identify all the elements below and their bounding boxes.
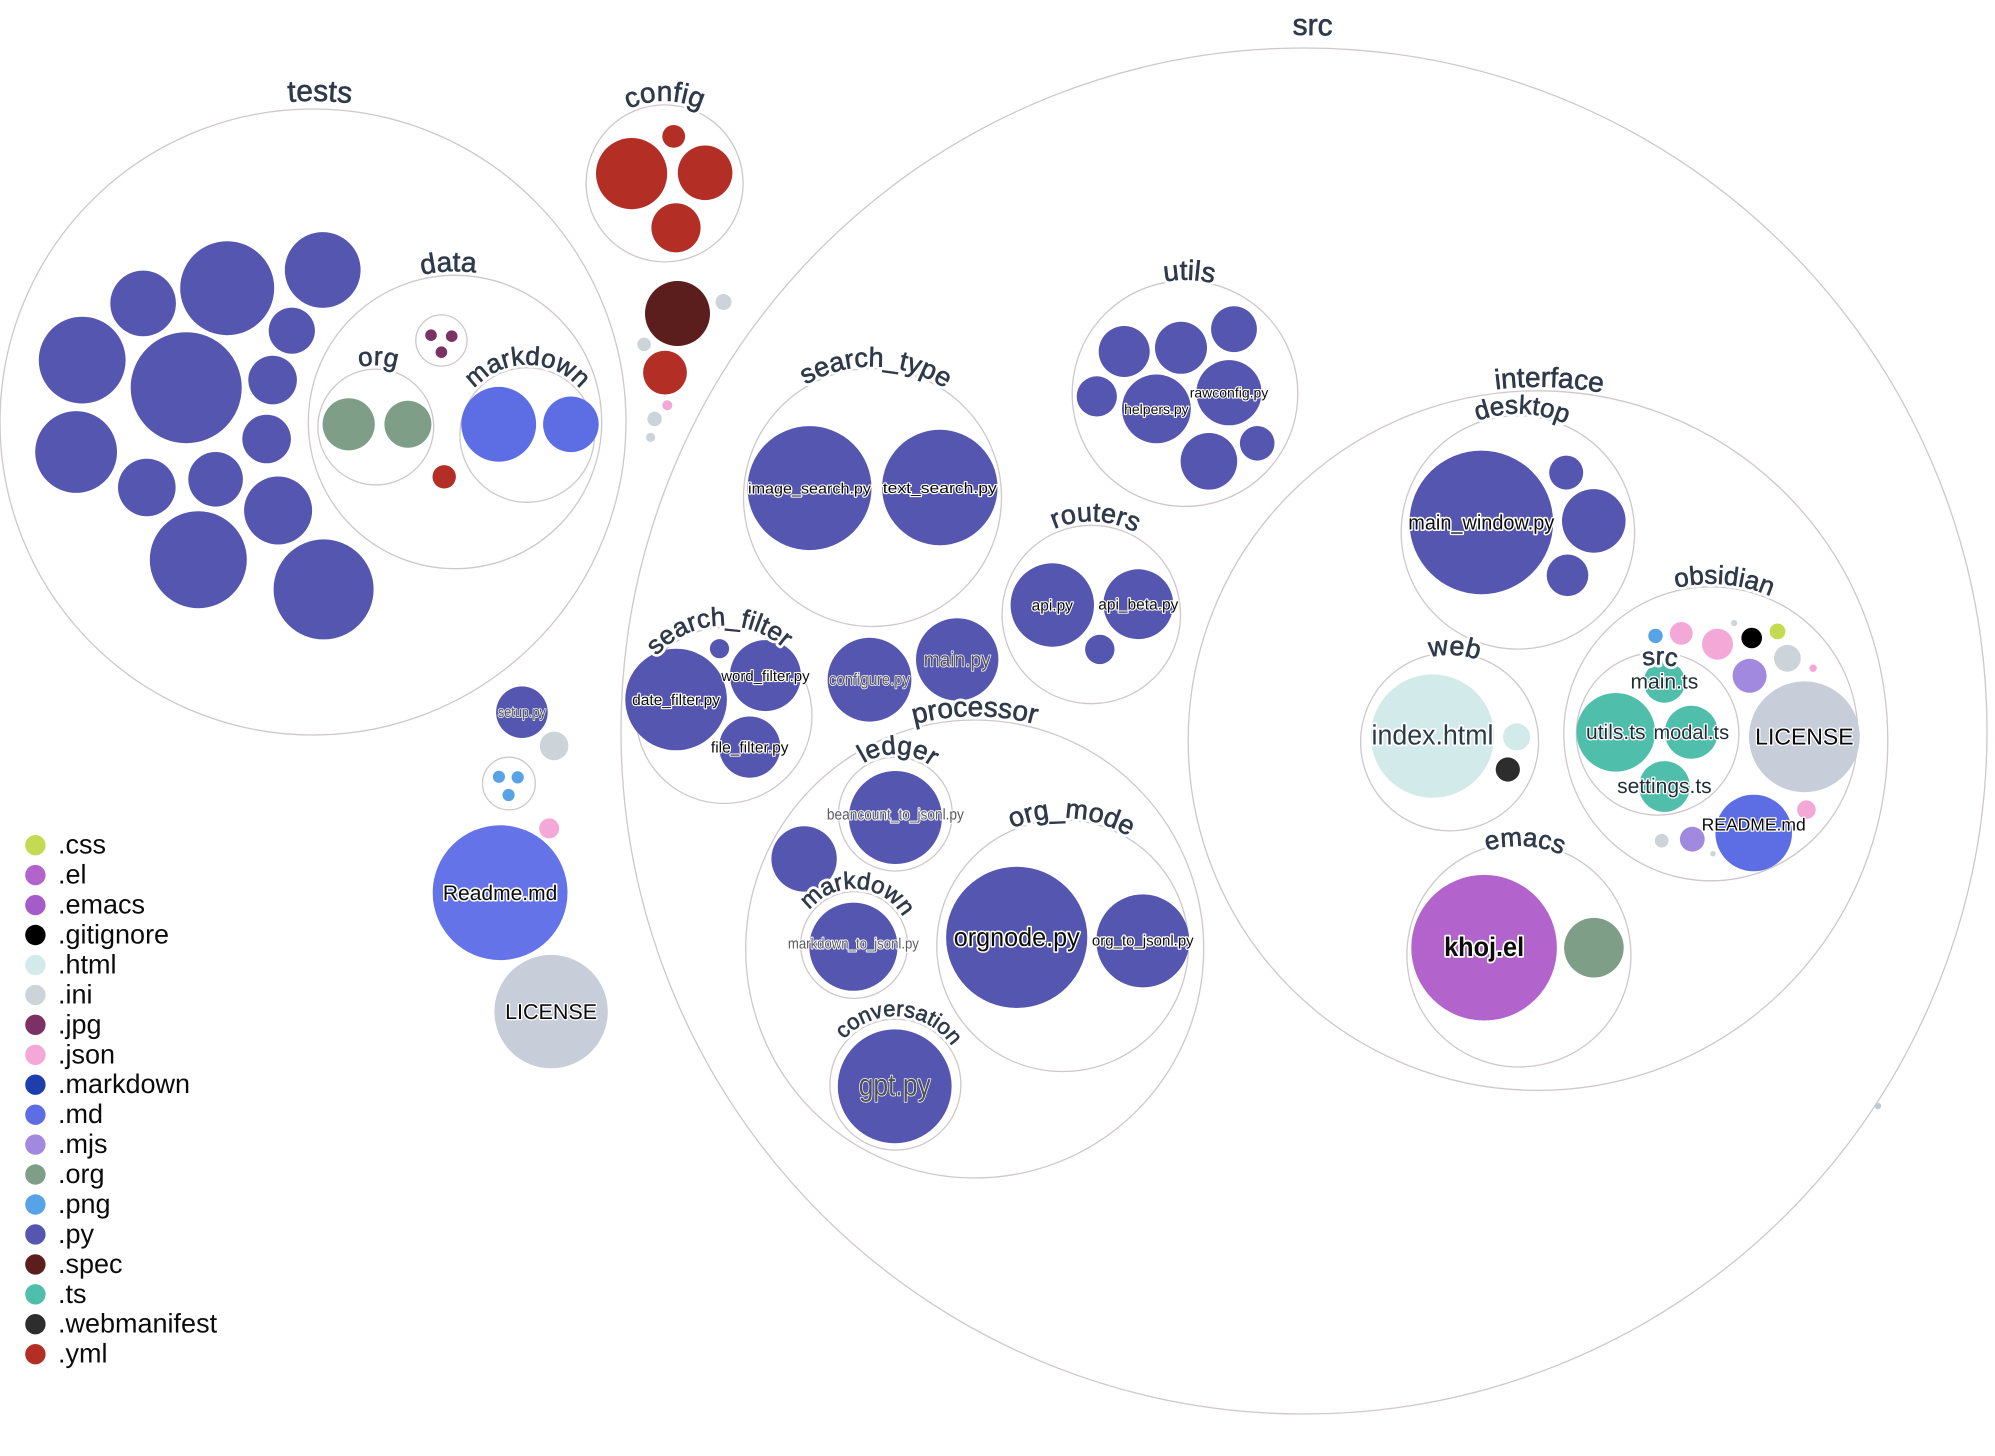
svg-text:data: data xyxy=(417,246,478,281)
svg-text:rawconfig.py: rawconfig.py xyxy=(1190,385,1269,401)
svg-text:modal.ts: modal.ts xyxy=(1654,722,1730,744)
svg-text:configure.py: configure.py xyxy=(829,670,910,689)
svg-text:utils: utils xyxy=(1161,255,1218,289)
svg-text:helpers.py: helpers.py xyxy=(1124,401,1189,417)
svg-text:Readme.md: Readme.md xyxy=(443,882,557,905)
svg-text:.jpg: .jpg xyxy=(58,1009,102,1039)
svg-text:setup.py: setup.py xyxy=(498,704,546,721)
svg-text:.png: .png xyxy=(58,1189,111,1219)
svg-text:src: src xyxy=(1640,642,1680,672)
svg-text:src: src xyxy=(1640,642,1680,672)
svg-text:org: org xyxy=(356,341,402,374)
svg-text:image_search.py: image_search.py xyxy=(748,481,872,498)
svg-text:.el: .el xyxy=(58,860,87,890)
svg-text:.webmanifest: .webmanifest xyxy=(58,1309,218,1339)
svg-text:utils.ts: utils.ts xyxy=(1586,721,1646,744)
svg-text:.json: .json xyxy=(58,1039,115,1069)
svg-text:web: web xyxy=(1426,630,1485,665)
svg-text:LICENSE: LICENSE xyxy=(1755,723,1853,749)
svg-text:beancount_to_jsonl.py: beancount_to_jsonl.py xyxy=(827,807,964,824)
svg-text:.ini: .ini xyxy=(58,979,93,1009)
svg-text:.spec: .spec xyxy=(58,1249,123,1279)
svg-text:api_beta.py: api_beta.py xyxy=(1098,597,1178,614)
svg-text:README.md: README.md xyxy=(1702,815,1806,835)
svg-text:org_to_jsonl.py: org_to_jsonl.py xyxy=(1092,933,1194,950)
svg-text:.py: .py xyxy=(58,1219,95,1249)
svg-text:.emacs: .emacs xyxy=(58,890,145,920)
svg-text:index.html: index.html xyxy=(1372,720,1494,751)
svg-text:main_window.py: main_window.py xyxy=(1408,512,1554,535)
svg-text:.yml: .yml xyxy=(58,1339,108,1369)
svg-text:file_filter.py: file_filter.py xyxy=(711,739,789,756)
svg-text:src: src xyxy=(1292,9,1333,43)
svg-text:gpt.py: gpt.py xyxy=(859,1067,931,1102)
svg-text:.gitignore: .gitignore xyxy=(58,920,169,950)
svg-text:text_search.py: text_search.py xyxy=(883,480,998,497)
svg-text:.mjs: .mjs xyxy=(58,1129,108,1159)
svg-text:date_filter.py: date_filter.py xyxy=(632,692,720,709)
svg-text:src: src xyxy=(1292,9,1333,43)
svg-text:data: data xyxy=(417,246,478,281)
svg-text:.md: .md xyxy=(58,1099,103,1129)
svg-text:khoj.el: khoj.el xyxy=(1444,932,1524,962)
svg-text:interface: interface xyxy=(1493,362,1607,399)
svg-text:settings.ts: settings.ts xyxy=(1617,775,1712,798)
svg-text:.ts: .ts xyxy=(58,1279,87,1309)
svg-text:.markdown: .markdown xyxy=(58,1069,190,1099)
svg-text:.org: .org xyxy=(58,1159,105,1189)
svg-text:LICENSE: LICENSE xyxy=(505,1000,597,1024)
svg-text:.css: .css xyxy=(58,830,106,860)
svg-text:utils: utils xyxy=(1161,255,1218,289)
svg-text:main.py: main.py xyxy=(924,649,991,672)
svg-text:api.py: api.py xyxy=(1032,598,1074,615)
svg-text:word_filter.py: word_filter.py xyxy=(720,668,810,685)
svg-text:tests: tests xyxy=(286,75,353,110)
svg-text:markdown_to_jsonl.py: markdown_to_jsonl.py xyxy=(788,936,919,953)
svg-text:main.ts: main.ts xyxy=(1631,671,1699,694)
svg-text:orgnode.py: orgnode.py xyxy=(954,922,1080,952)
svg-text:.html: .html xyxy=(58,950,117,980)
